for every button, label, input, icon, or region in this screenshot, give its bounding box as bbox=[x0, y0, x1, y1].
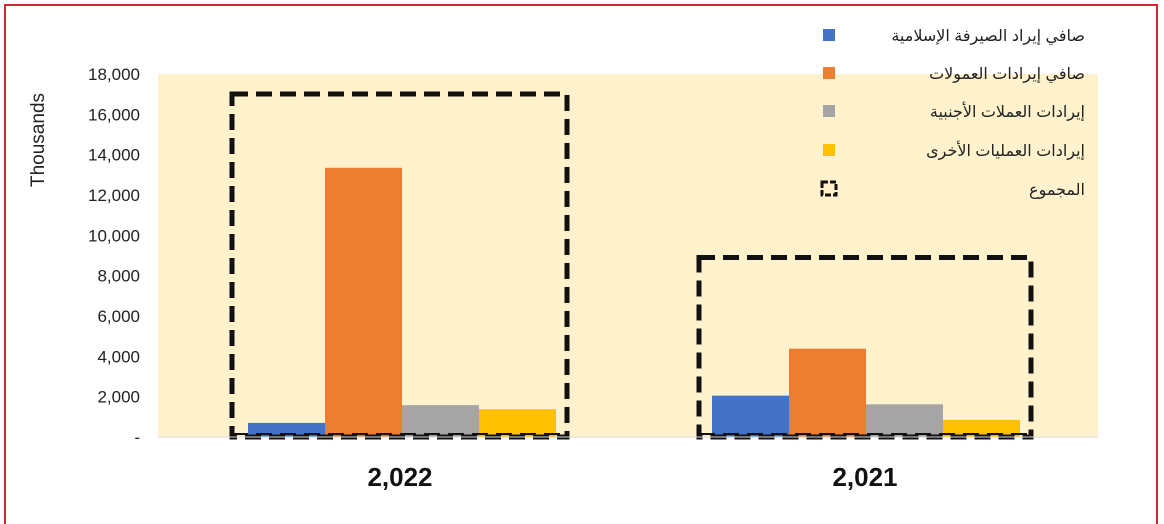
y-tick-label: 2,000 bbox=[97, 388, 140, 407]
y-axis-title: Thousands bbox=[28, 93, 49, 187]
plot-area bbox=[158, 74, 1098, 437]
y-tick-label: 6,000 bbox=[97, 307, 140, 326]
y-tick-label: 12,000 bbox=[88, 186, 140, 205]
legend-label: صافي إيرادات العمولات bbox=[929, 66, 1085, 84]
legend-label: صافي إيراد الصيرفة الإسلامية bbox=[891, 28, 1085, 46]
y-tick-label: 8,000 bbox=[97, 267, 140, 286]
bar bbox=[712, 395, 789, 437]
legend-label: إيرادات العملات الأجنبية bbox=[930, 101, 1085, 122]
bar bbox=[325, 167, 402, 437]
bars bbox=[248, 167, 1020, 437]
y-tick-label: 16,000 bbox=[88, 105, 140, 124]
bar bbox=[943, 419, 1020, 437]
y-tick-label: - bbox=[134, 428, 140, 447]
y-tick-label: 10,000 bbox=[88, 226, 140, 245]
legend-swatch bbox=[823, 67, 835, 79]
x-axis: 2,022 2,021 bbox=[158, 436, 1098, 492]
bar bbox=[866, 404, 943, 437]
category-label: 2,021 bbox=[832, 462, 897, 492]
bar bbox=[479, 409, 556, 437]
legend-swatch bbox=[820, 180, 838, 197]
y-axis: - 2,000 4,000 6,000 8,000 10,000 12,000 14,000 1… bbox=[88, 65, 140, 447]
legend: صافي إيراد الصيرفة الإسلامية صافي إيرادات… bbox=[820, 28, 1085, 200]
legend-label: المجموع bbox=[1029, 182, 1085, 200]
bar bbox=[789, 348, 866, 437]
legend-swatch bbox=[823, 29, 835, 41]
y-tick-label: 4,000 bbox=[97, 347, 140, 366]
legend-swatch bbox=[823, 144, 835, 156]
y-tick-label: 14,000 bbox=[88, 146, 140, 165]
bar bbox=[402, 405, 479, 437]
category-label: 2,022 bbox=[367, 462, 432, 492]
legend-swatch bbox=[823, 105, 835, 117]
y-tick-label: 18,000 bbox=[88, 65, 140, 84]
legend-label: إيرادات العمليات الأخرى bbox=[926, 140, 1085, 161]
chart-frame bbox=[4, 4, 1158, 524]
